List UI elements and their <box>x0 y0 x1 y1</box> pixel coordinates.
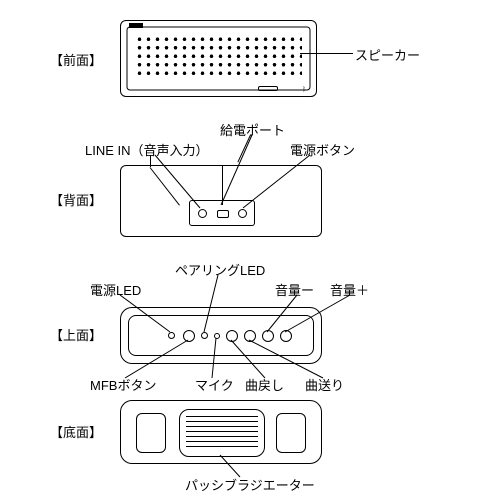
bottom-leader-icon <box>0 0 500 500</box>
